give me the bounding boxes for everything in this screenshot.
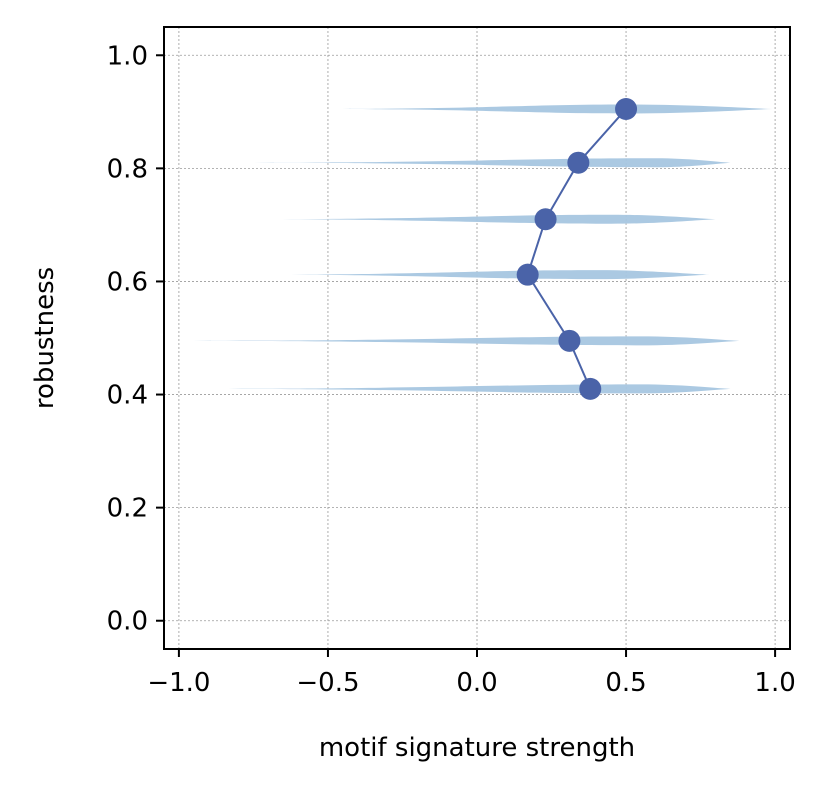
violin <box>193 336 740 346</box>
data-point <box>534 208 557 231</box>
y-tick-label: 0.0 <box>107 607 148 637</box>
x-tick-label: −0.5 <box>296 668 359 698</box>
series <box>516 97 638 400</box>
y-tick-label: 1.0 <box>107 41 148 71</box>
data-point <box>579 377 602 400</box>
x-tick-label: 1.0 <box>754 668 795 698</box>
y-tick-label: 0.2 <box>107 494 148 524</box>
grid <box>164 27 790 649</box>
data-point <box>567 151 590 174</box>
y-tick-label: 0.6 <box>107 267 148 297</box>
data-point <box>558 329 581 352</box>
violin <box>253 214 716 224</box>
y-axis-label: robustness <box>30 267 60 409</box>
x-axis-label: motif signature strength <box>319 733 635 763</box>
violins <box>193 104 773 394</box>
violin <box>253 270 710 280</box>
data-point <box>516 263 539 286</box>
violin <box>253 158 731 168</box>
y-tick-label: 0.8 <box>107 154 148 184</box>
x-tick-label: 0.0 <box>456 668 497 698</box>
data-point <box>615 97 638 120</box>
x-tick-label: −1.0 <box>147 668 210 698</box>
violin <box>199 384 731 394</box>
x-tick-label: 0.5 <box>605 668 646 698</box>
ticks: −1.0 −0.5 0.0 0.5 1.0 0.0 0.2 0.4 0.6 0.8 1.0 <box>107 41 796 698</box>
y-tick-label: 0.4 <box>107 381 148 411</box>
violin <box>327 104 773 114</box>
